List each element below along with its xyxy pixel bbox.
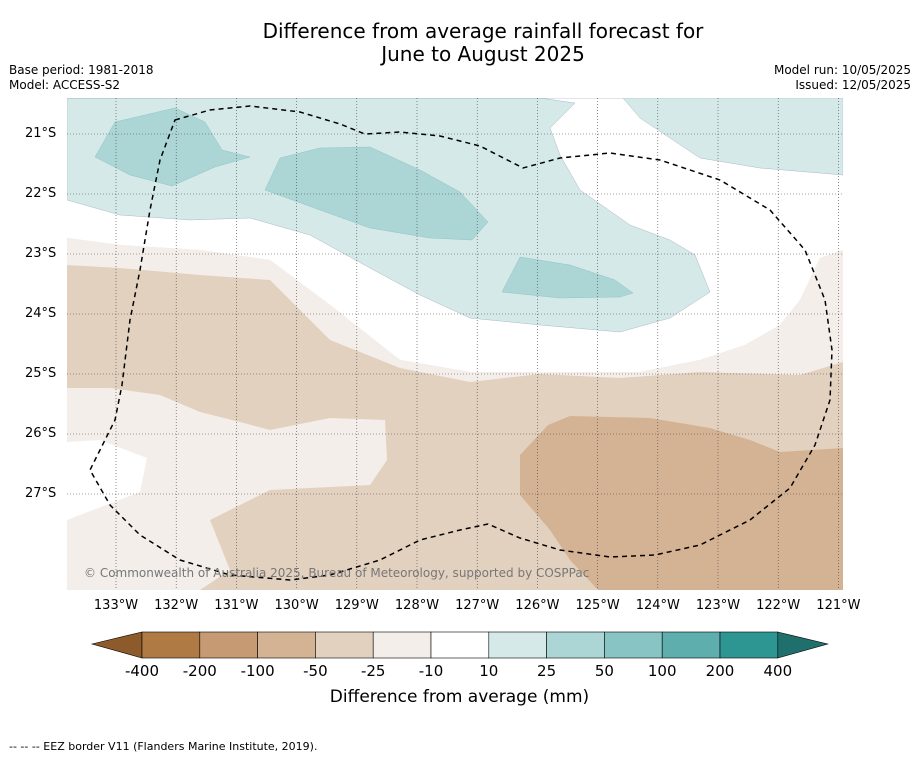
latitude-label: 24°S <box>25 306 57 321</box>
colorbar-segment <box>604 631 663 659</box>
colorbar-extend-low <box>90 631 143 659</box>
colorbar-tick-label: -50 <box>303 662 328 680</box>
region-wet-mid-1 <box>94 107 251 187</box>
colorbar-tick-label: -400 <box>124 662 160 680</box>
latitude-label: 21°S <box>25 126 57 141</box>
colorbar-tick-label: -10 <box>418 662 444 680</box>
colorbar-tick-label: 10 <box>479 662 499 680</box>
region-wet-mid-3 <box>501 256 634 299</box>
colorbar-tick-label: -200 <box>182 662 217 680</box>
longitude-label: 126°W <box>515 598 560 613</box>
colorbar-segment <box>430 631 490 659</box>
colorbar-tick-label: 400 <box>763 662 793 680</box>
colorbar-title: Difference from average (mm) <box>329 687 590 707</box>
meta-right: Model run: 10/05/2025 Issued: 12/05/2025 <box>774 63 911 93</box>
longitude-label: 122°W <box>756 598 801 613</box>
longitude-label: 133°W <box>93 598 139 613</box>
longitude-label: 131°W <box>214 598 259 613</box>
latitude-label: 26°S <box>25 426 57 441</box>
rainfall-map <box>67 98 843 590</box>
latitude-label: 23°S <box>25 246 57 261</box>
longitude-label: 129°W <box>334 598 379 613</box>
longitude-label: 130°W <box>274 598 319 613</box>
region-dry-light-lower <box>67 388 387 590</box>
eez-border <box>89 105 833 581</box>
longitude-label: 128°W <box>394 598 440 613</box>
copyright-notice: © Commonwealth of Australia 2025, Bureau… <box>84 566 590 580</box>
latitude-label: 27°S <box>25 486 57 501</box>
colorbar-segment <box>257 631 316 659</box>
region-wet-mid-2 <box>264 146 489 241</box>
latitude-label: 22°S <box>25 186 57 201</box>
issued-date: Issued: 12/05/2025 <box>795 78 911 92</box>
map-title: Difference from average rainfall forecas… <box>0 20 919 66</box>
colorbar-segment <box>661 631 721 659</box>
longitude-label: 125°W <box>575 598 620 613</box>
colorbar-extend-high <box>777 631 829 659</box>
footer-note: -- -- -- EEZ border V11 (Flanders Marine… <box>9 740 318 753</box>
colorbar-tick-label: -100 <box>240 662 275 680</box>
colorbar-segment <box>488 631 547 659</box>
colorbar-segment <box>199 631 258 659</box>
region-neutral-patch <box>67 440 147 520</box>
colorbar <box>90 631 829 659</box>
colorbar-tick-label: 100 <box>647 662 677 680</box>
region-dry-strong <box>520 416 843 590</box>
colorbar-tick-label: -25 <box>360 662 386 680</box>
meta-left: Base period: 1981-2018 Model: ACCESS-S2 <box>9 63 154 93</box>
colorbar-segment <box>372 631 432 659</box>
colorbar-tick-label: 25 <box>537 662 557 680</box>
colorbar-segment <box>719 631 779 659</box>
longitude-label: 132°W <box>154 598 199 613</box>
gridlines <box>67 98 843 590</box>
colorbar-tick-label: 50 <box>594 662 614 680</box>
longitude-label: 123°W <box>695 598 741 613</box>
colorbar-segment <box>315 631 374 659</box>
title-line-1: Difference from average rainfall forecas… <box>262 19 704 43</box>
longitude-label: 127°W <box>455 598 500 613</box>
colorbar-segment <box>141 631 201 659</box>
model-run: Model run: 10/05/2025 <box>773 63 911 77</box>
base-period: Base period: 1981-2018 <box>9 63 154 77</box>
latitude-label: 25°S <box>25 366 57 381</box>
colorbar-tick-label: 200 <box>705 662 735 680</box>
colorbar-segment <box>546 631 605 659</box>
model-name: Model: ACCESS-S2 <box>9 78 121 92</box>
longitude-label: 121°W <box>816 598 861 613</box>
region-dry-light-band <box>67 238 843 382</box>
longitude-label: 124°W <box>635 598 680 613</box>
title-line-2: June to August 2025 <box>381 42 585 66</box>
